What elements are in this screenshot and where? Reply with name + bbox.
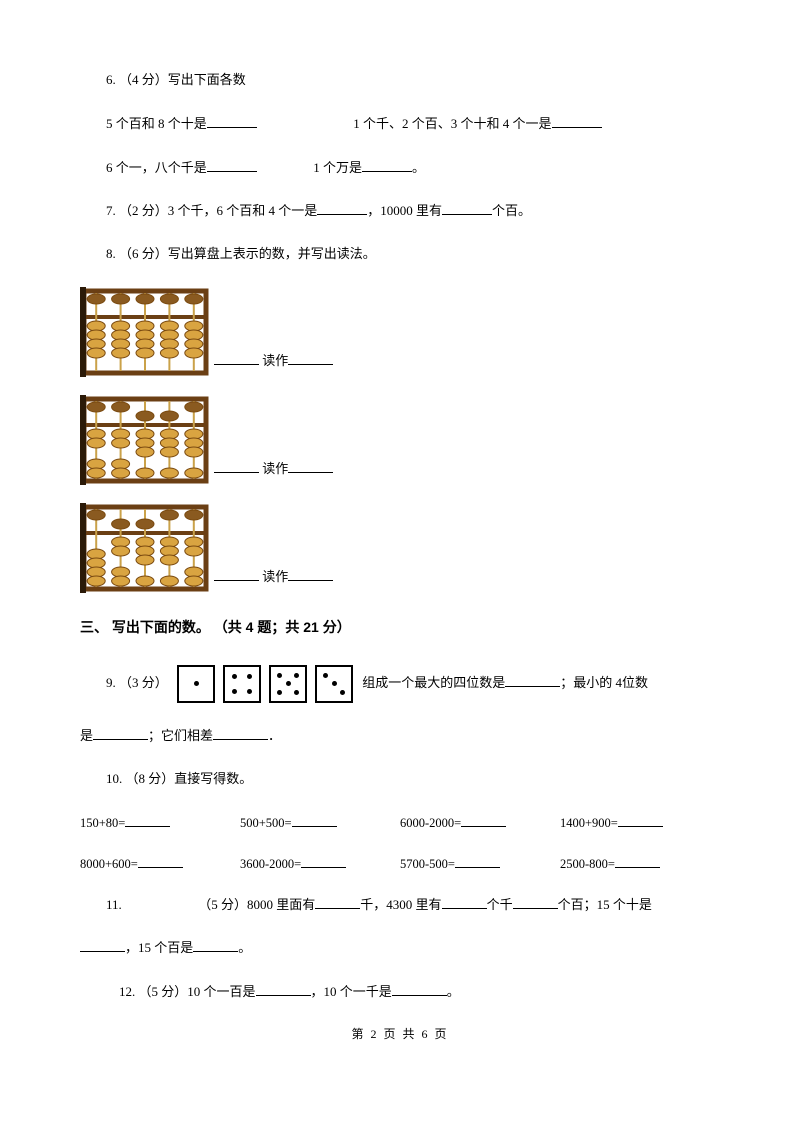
die-icon (177, 665, 215, 703)
blank (93, 725, 148, 740)
die-icon (269, 665, 307, 703)
blank (193, 937, 238, 952)
q11-b: 个千 (487, 897, 513, 912)
q9-mid: 组成一个最大的四位数是 (362, 675, 505, 690)
calc-item: 1400+900= (560, 812, 720, 831)
q9-l2b: ；它们相差 (148, 728, 213, 743)
q6-label: 6. （4 分）写出下面各数 (80, 70, 720, 91)
blank (256, 981, 311, 996)
abacus-row: 读作 (80, 395, 720, 485)
q10-label: 10. （8 分）直接写得数。 (80, 769, 720, 790)
q12-mid: ，10 个一千是 (311, 984, 392, 999)
q11-l2a: ，15 个百是 (125, 940, 193, 955)
q6-r1a: 5 个百和 8 个十是 (106, 116, 207, 131)
blank (315, 894, 360, 909)
calc-item: 8000+600= (80, 853, 240, 872)
q11-c: 个百；15 个十是 (558, 897, 652, 912)
q7-prefix: 7. （2 分）3 个千，6 个百和 4 个一是 (106, 203, 317, 218)
q6-row2: 6 个一，八个千是 1 个万是 。 (80, 157, 720, 179)
section3-title: 三、 写出下面的数。 （共 4 题；共 21 分） (80, 617, 720, 637)
calc-grid: 150+80=500+500=6000-2000=1400+900= 8000+6… (80, 812, 720, 872)
dice-row (177, 665, 353, 703)
calc-item: 6000-2000= (400, 812, 560, 831)
q11-a: 千，4300 里有 (360, 897, 441, 912)
period: 。 (412, 160, 425, 175)
blank (513, 894, 558, 909)
q7: 7. （2 分）3 个千，6 个百和 4 个一是 ，10000 里有 个百。 (80, 200, 720, 222)
abacus-answer: 读作 (214, 566, 333, 593)
q9: 9. （3 分） 组成一个最大的四位数是 ；最小的 4位数 (80, 665, 720, 703)
blank (505, 672, 560, 687)
blank (207, 157, 257, 172)
q8-label: 8. （6 分）写出算盘上表示的数，并写出读法。 (80, 244, 720, 265)
blank (362, 157, 412, 172)
q7-suffix: 个百。 (492, 203, 531, 218)
q11: 11. （5 分）8000 里面有 千，4300 里有 个千 个百；15 个十是 (80, 894, 720, 916)
calc-item: 2500-800= (560, 853, 720, 872)
calc-item: 5700-500= (400, 853, 560, 872)
die-icon (315, 665, 353, 703)
abacus-answer: 读作 (214, 350, 333, 377)
q6-r2b: 1 个万是 (313, 160, 362, 175)
abacus-row: 读作 (80, 287, 720, 377)
page-content: 6. （4 分）写出下面各数 5 个百和 8 个十是 1 个千、2 个百、3 个… (0, 0, 800, 1062)
blank (317, 200, 367, 215)
q11-line2: ，15 个百是 。 (80, 937, 720, 959)
q9-prefix: 9. （3 分） (106, 675, 168, 690)
q11-prefix: 11. (106, 897, 122, 912)
q11-pts: （5 分）8000 里面有 (198, 897, 315, 912)
calc-item: 500+500= (240, 812, 400, 831)
q9-l2c: ． (268, 728, 281, 743)
abacus-answer: 读作 (214, 458, 333, 485)
q12: 12. （5 分）10 个一百是 ，10 个一千是 。 (80, 981, 720, 1003)
calc-item: 3600-2000= (240, 853, 400, 872)
q12-suffix: 。 (447, 984, 460, 999)
page-footer: 第 2 页 共 6 页 (80, 1025, 720, 1042)
blank (392, 981, 447, 996)
blank (213, 725, 268, 740)
q9-mid2: ；最小的 4位数 (560, 675, 648, 690)
abacus-row: 读作 (80, 503, 720, 593)
die-icon (223, 665, 261, 703)
blank (80, 937, 125, 952)
blank (442, 200, 492, 215)
q6-row1: 5 个百和 8 个十是 1 个千、2 个百、3 个十和 4 个一是 (80, 113, 720, 135)
q12-prefix: 12. （5 分）10 个一百是 (119, 984, 256, 999)
abacus-container: 读作 读作 读作 (80, 287, 720, 593)
q9-line2: 是 ；它们相差 ． (80, 725, 720, 747)
q11-l2b: 。 (238, 940, 251, 955)
q6-r1b: 1 个千、2 个百、3 个十和 4 个一是 (353, 116, 551, 131)
blank (552, 113, 602, 128)
blank (207, 113, 257, 128)
q7-mid: ，10000 里有 (367, 203, 442, 218)
calc-item: 150+80= (80, 812, 240, 831)
q6-r2a: 6 个一，八个千是 (106, 160, 207, 175)
blank (442, 894, 487, 909)
q9-l2a: 是 (80, 728, 93, 743)
